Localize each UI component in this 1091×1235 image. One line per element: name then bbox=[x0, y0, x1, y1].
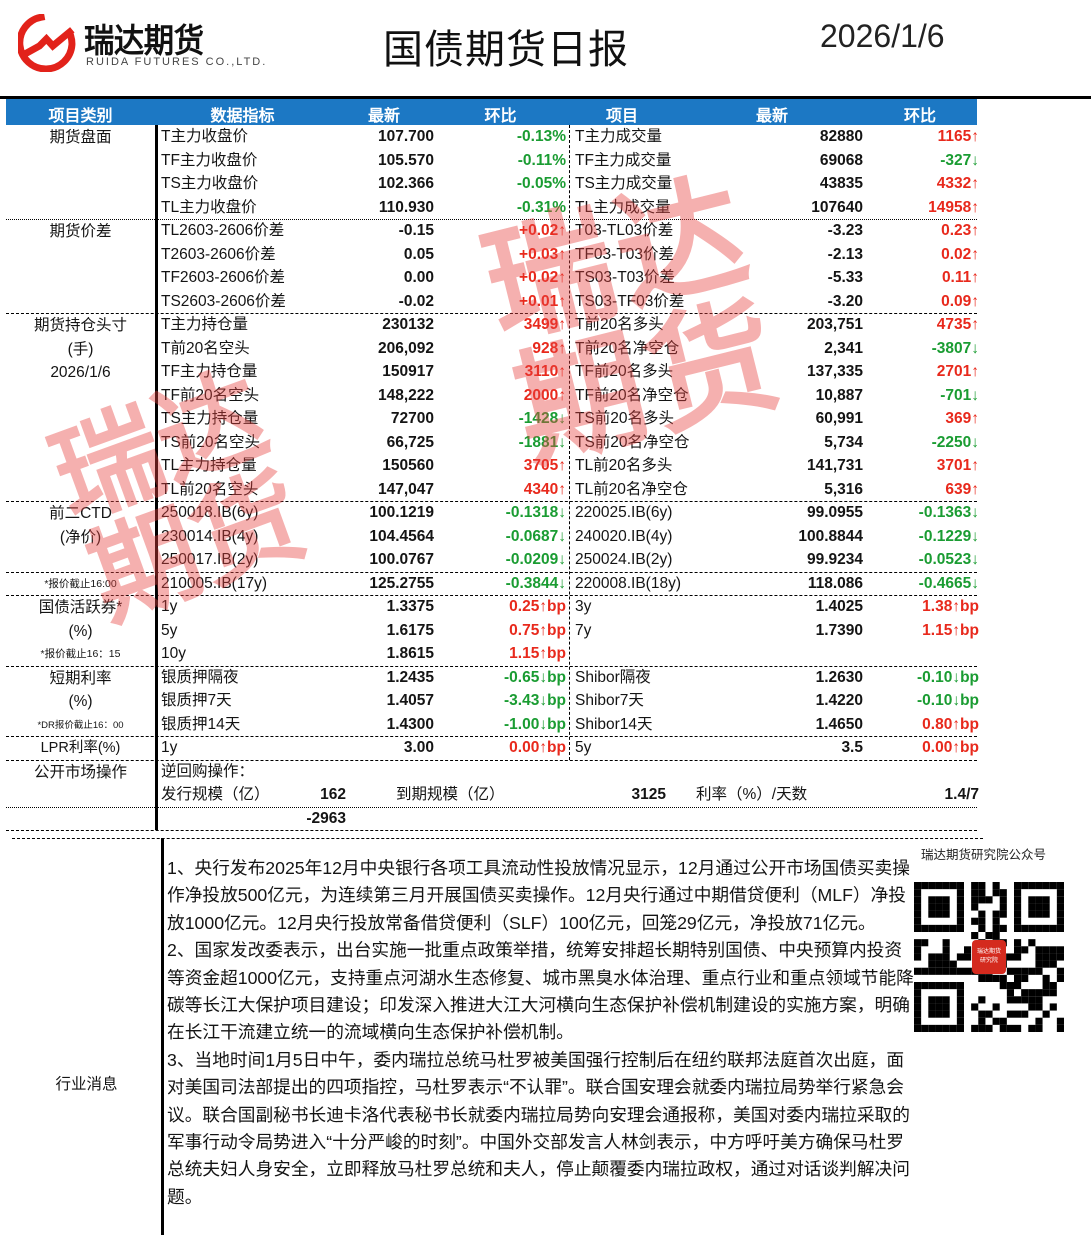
svg-text:研究院: 研究院 bbox=[980, 956, 998, 964]
svg-text:瑞达期货: 瑞达期货 bbox=[977, 947, 1001, 955]
